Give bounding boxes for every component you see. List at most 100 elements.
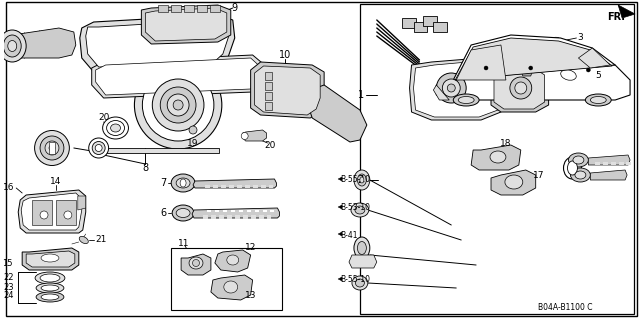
Ellipse shape <box>568 153 588 167</box>
Ellipse shape <box>64 211 72 219</box>
Polygon shape <box>307 85 367 142</box>
Bar <box>210 5 220 12</box>
Ellipse shape <box>102 117 129 139</box>
Ellipse shape <box>355 279 364 287</box>
Ellipse shape <box>134 61 222 149</box>
Bar <box>626 162 631 165</box>
Text: 14: 14 <box>51 177 61 187</box>
Bar <box>413 22 428 32</box>
Bar <box>197 5 207 12</box>
Polygon shape <box>491 65 548 112</box>
Text: 12: 12 <box>245 243 257 253</box>
Bar <box>269 185 273 188</box>
Ellipse shape <box>0 30 26 62</box>
Bar <box>227 215 232 219</box>
Polygon shape <box>338 232 342 236</box>
Ellipse shape <box>515 82 527 94</box>
Polygon shape <box>579 48 610 68</box>
Text: 3: 3 <box>577 33 583 42</box>
Bar <box>262 210 266 212</box>
Ellipse shape <box>95 145 102 152</box>
Text: 21: 21 <box>95 235 106 244</box>
Polygon shape <box>413 61 503 117</box>
Polygon shape <box>243 130 266 141</box>
Ellipse shape <box>41 254 59 262</box>
Polygon shape <box>141 5 231 44</box>
Polygon shape <box>181 254 211 275</box>
Ellipse shape <box>590 97 606 103</box>
Text: 7: 7 <box>160 178 166 188</box>
Ellipse shape <box>586 68 590 72</box>
Polygon shape <box>521 65 532 76</box>
Ellipse shape <box>189 257 203 269</box>
Bar <box>246 210 251 212</box>
Ellipse shape <box>107 121 125 136</box>
Polygon shape <box>215 250 251 272</box>
Text: 10: 10 <box>279 50 292 60</box>
Ellipse shape <box>111 124 120 132</box>
Ellipse shape <box>173 100 183 110</box>
Ellipse shape <box>431 67 472 109</box>
Ellipse shape <box>36 292 64 302</box>
Ellipse shape <box>586 94 611 106</box>
Ellipse shape <box>176 209 190 218</box>
Bar <box>360 4 634 314</box>
Text: 16: 16 <box>3 183 14 192</box>
Text: 23: 23 <box>4 283 14 292</box>
Bar <box>264 92 273 100</box>
Bar <box>402 18 415 28</box>
Bar <box>239 210 243 212</box>
Ellipse shape <box>171 174 195 192</box>
Polygon shape <box>618 5 635 18</box>
Polygon shape <box>349 255 377 268</box>
Text: B-41: B-41 <box>340 231 358 240</box>
Ellipse shape <box>167 94 189 116</box>
Polygon shape <box>21 193 82 230</box>
Polygon shape <box>251 62 324 118</box>
Polygon shape <box>86 20 228 67</box>
Polygon shape <box>491 170 536 195</box>
Polygon shape <box>192 208 280 218</box>
Text: 1: 1 <box>358 90 364 100</box>
Polygon shape <box>471 145 521 170</box>
Bar <box>235 215 240 219</box>
Polygon shape <box>546 38 566 52</box>
Polygon shape <box>211 275 253 300</box>
Ellipse shape <box>152 79 204 131</box>
Bar <box>243 215 248 219</box>
Bar <box>264 102 273 110</box>
Ellipse shape <box>36 283 64 293</box>
Ellipse shape <box>555 66 582 85</box>
Ellipse shape <box>575 171 586 179</box>
Ellipse shape <box>529 66 532 70</box>
Bar <box>171 248 282 310</box>
Bar <box>271 210 275 212</box>
Polygon shape <box>18 190 86 233</box>
Ellipse shape <box>447 84 455 92</box>
Text: 19: 19 <box>188 138 199 147</box>
Bar <box>203 215 208 219</box>
Polygon shape <box>455 38 612 80</box>
Bar <box>251 215 255 219</box>
Ellipse shape <box>180 179 186 187</box>
Ellipse shape <box>351 203 369 217</box>
Bar <box>253 185 257 188</box>
Ellipse shape <box>360 177 364 183</box>
Bar <box>228 185 234 188</box>
Bar <box>171 5 181 12</box>
Text: B-55-10: B-55-10 <box>340 175 370 184</box>
Bar <box>619 162 624 165</box>
Ellipse shape <box>563 157 581 179</box>
Polygon shape <box>193 179 276 188</box>
Bar <box>211 215 216 219</box>
Ellipse shape <box>550 54 567 63</box>
Bar <box>604 162 608 165</box>
Ellipse shape <box>49 145 55 151</box>
Text: 6: 6 <box>160 208 166 218</box>
Polygon shape <box>12 28 76 58</box>
Bar <box>158 5 168 12</box>
Ellipse shape <box>92 142 105 154</box>
Ellipse shape <box>354 237 370 259</box>
Polygon shape <box>26 251 75 267</box>
Text: 9: 9 <box>232 3 238 13</box>
